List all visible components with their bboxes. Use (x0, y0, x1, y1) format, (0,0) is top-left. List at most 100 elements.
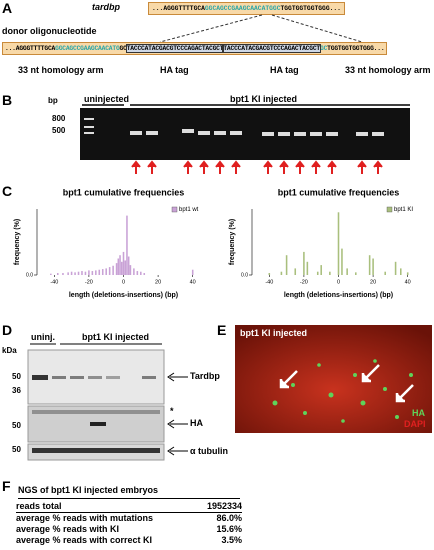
legend-label: bpt1 KI (394, 207, 413, 213)
bar (268, 273, 271, 275)
table-title: NGS of bpt1 KI injected embryos (18, 485, 159, 495)
bar (337, 212, 340, 275)
arrow (131, 160, 141, 174)
bar (67, 272, 69, 275)
bar (70, 271, 73, 275)
arm-label: 33 nt homology arm (18, 65, 104, 75)
seq-part: GGCAGCCGAAGCAACATGGC (204, 5, 281, 12)
bar (91, 271, 94, 275)
band (90, 422, 106, 426)
arrow (279, 160, 289, 174)
bar (95, 270, 97, 275)
band-label: * (170, 406, 174, 416)
group-label: uninjected (84, 94, 130, 104)
x-tick-label: 0 (122, 279, 125, 285)
y-tick-label: 0.0 (241, 272, 248, 278)
bar (285, 255, 288, 275)
bar (122, 251, 125, 275)
arrow (295, 160, 305, 174)
table-rule (18, 498, 240, 499)
arrow (311, 160, 321, 174)
panel-letter: C (2, 183, 13, 199)
seq-part: TGGTGGTGGTGGG... (280, 5, 341, 12)
panel-letter: E (217, 322, 227, 338)
histogram: bpt1 cumulative frequencies frequency (%)… (229, 187, 414, 299)
bar (136, 271, 139, 275)
group-label: bpt1 KI injected (230, 94, 298, 104)
group-label: uninj. (31, 332, 55, 342)
band (294, 132, 306, 136)
bar (81, 271, 83, 275)
table-row: average % reads with correct KI 3.5% (16, 535, 242, 546)
unit: bp (48, 96, 58, 105)
channel: HA (412, 408, 425, 418)
bar (400, 268, 402, 275)
arrow (373, 160, 383, 174)
arrow (167, 419, 188, 429)
bar (108, 267, 111, 275)
bar (50, 273, 52, 275)
marker: 50 (12, 445, 21, 454)
x-tick-label: -40 (265, 279, 273, 285)
seq-part: GC (319, 45, 328, 52)
arrow (263, 160, 273, 174)
histogram: bpt1 cumulative frequencies frequency (%)… (14, 187, 199, 298)
bar (88, 270, 90, 275)
x-tick-label: 40 (405, 279, 411, 285)
group-label: bpt1 KI injected (82, 332, 150, 342)
bar (126, 215, 128, 275)
band (326, 132, 338, 136)
bar (320, 265, 322, 275)
x-tick-label: 40 (190, 279, 196, 285)
band (372, 132, 384, 136)
band (230, 131, 242, 135)
guide (271, 14, 363, 43)
table-row: average % reads with mutations 86.0% (16, 513, 242, 525)
legend-label: bpt1 wt (179, 207, 199, 213)
bar (77, 271, 80, 275)
table-cell: 3.5% (221, 535, 242, 545)
tag-label: HA tag (270, 65, 299, 75)
seq-part: GC (119, 45, 127, 52)
bar (124, 260, 127, 275)
donor-label: donor oligonucleotide (2, 26, 97, 36)
ladder (84, 132, 94, 134)
band (70, 376, 84, 379)
arrow (167, 372, 188, 382)
band (356, 132, 368, 136)
band (198, 131, 210, 135)
blot-bands (32, 375, 156, 380)
unit: kDa (2, 346, 17, 355)
arrow (147, 160, 157, 174)
wt-sequence: ...AGGGTTTTGCAGGCAGCCGAAGCAACATGGCTGGTGG… (148, 2, 345, 15)
x-tick-label: -40 (50, 279, 58, 285)
x-axis-label: length (deletions-insertions) (bp) (284, 292, 393, 299)
bar (355, 272, 357, 275)
marker: 50 (12, 421, 21, 430)
marker: 50 (12, 372, 21, 381)
panel-letter: B (2, 92, 13, 108)
bar (119, 255, 121, 275)
arrow (215, 160, 225, 174)
image (235, 325, 432, 433)
bar (143, 273, 146, 275)
arrow (327, 160, 337, 174)
seq-part: ...AGGGTTTTGCA (5, 45, 56, 52)
guide (159, 14, 263, 43)
band (214, 131, 226, 135)
bar (56, 273, 59, 275)
table-cell: 15.6% (216, 524, 242, 534)
band (32, 410, 160, 414)
table-cell: average % reads with correct KI (16, 535, 153, 545)
bar (406, 272, 409, 275)
bar (372, 258, 374, 275)
bar (74, 272, 76, 275)
arm-label: 33 nt homology arm (345, 65, 431, 75)
donor-sequence: ...AGGGTTTTGCAGGCAGCCGAAGCAACATGGCTACCCA… (2, 42, 388, 55)
micrograph (235, 325, 432, 433)
green-cells (272, 359, 413, 423)
table-cell: 86.0% (216, 513, 242, 523)
bar (303, 251, 305, 275)
bar (117, 258, 120, 275)
